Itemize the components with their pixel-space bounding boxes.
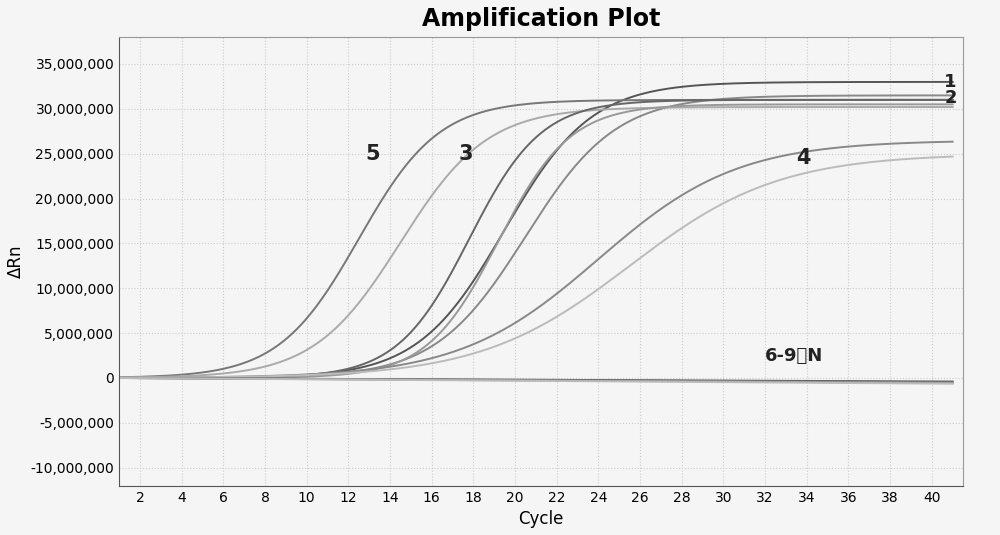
Text: 1: 1 (944, 73, 957, 91)
Text: 6-9、N: 6-9、N (765, 347, 823, 364)
Text: 5: 5 (365, 144, 380, 164)
X-axis label: Cycle: Cycle (518, 510, 564, 528)
Title: Amplification Plot: Amplification Plot (422, 7, 660, 31)
Y-axis label: ΔRn: ΔRn (7, 244, 25, 278)
Text: 4: 4 (796, 148, 811, 168)
Text: 2: 2 (944, 89, 957, 107)
Text: 3: 3 (459, 144, 473, 164)
